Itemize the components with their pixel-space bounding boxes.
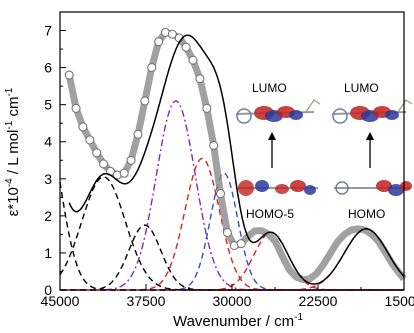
data-point — [140, 96, 150, 106]
data-point — [209, 140, 219, 150]
orbital-label-homo-5: HOMO-5 — [246, 207, 294, 221]
y-tick-label: 0 — [44, 282, 52, 298]
arrowhead-left — [268, 132, 276, 140]
x-tick-label: 15000 — [385, 293, 414, 309]
y-tick-label: 1 — [44, 245, 52, 261]
orbital-insets: LUMO LUMO HOMO-5 HOMO — [235, 81, 413, 221]
gaussian-band-5 — [60, 157, 404, 291]
fit-line — [68, 34, 405, 285]
data-point — [78, 122, 88, 132]
x-tick-label: 45000 — [41, 293, 80, 309]
data-point — [119, 168, 129, 178]
data-point — [133, 129, 143, 139]
data-point — [167, 29, 177, 39]
data-point — [188, 55, 198, 65]
y-tick-label: 4 — [44, 134, 52, 150]
data-point — [236, 239, 246, 249]
experimental-data-points — [64, 27, 407, 284]
data-point — [85, 135, 95, 145]
orbital-label-homo: HOMO — [348, 207, 385, 221]
data-point — [147, 63, 157, 73]
axes: 0 1 2 3 4 5 6 7 45000 37500 30000 22500 15000 — [41, 11, 414, 309]
data-point — [195, 74, 205, 84]
homo5-molecule-image — [238, 180, 318, 196]
data-point — [126, 155, 136, 165]
data-point — [92, 148, 102, 158]
x-axis-title: Wavenumber / cm-1 — [173, 312, 303, 330]
y-tick-label: 3 — [44, 171, 52, 187]
data-point — [154, 37, 164, 47]
data-point — [181, 42, 191, 52]
arrowhead-right — [366, 132, 374, 140]
y-tick-label: 2 — [44, 208, 52, 224]
gaussian-components — [59, 100, 405, 291]
y-tick-label: 5 — [44, 97, 52, 113]
data-point — [222, 227, 232, 238]
data-point — [202, 103, 212, 113]
lumo-left-molecule-image — [235, 99, 321, 124]
y-tick-label: 6 — [44, 60, 52, 76]
homo-molecule-image — [334, 180, 412, 196]
x-tick-label: 37500 — [127, 293, 166, 309]
y-tick-label: 7 — [44, 23, 52, 39]
fit-curve — [68, 34, 405, 285]
orbital-label-lumo-right: LUMO — [344, 81, 379, 95]
x-tick-label: 30000 — [213, 293, 252, 309]
data-point — [215, 189, 226, 199]
data-point — [64, 70, 74, 80]
orbital-label-lumo-left: LUMO — [252, 81, 287, 95]
lumo-right-molecule-image — [331, 99, 413, 124]
x-tick-label: 22500 — [299, 293, 338, 309]
data-point — [71, 103, 81, 113]
data-point — [99, 159, 109, 169]
y-axis-title: ε*10-4 / L mol-1 cm-1 — [4, 87, 22, 216]
